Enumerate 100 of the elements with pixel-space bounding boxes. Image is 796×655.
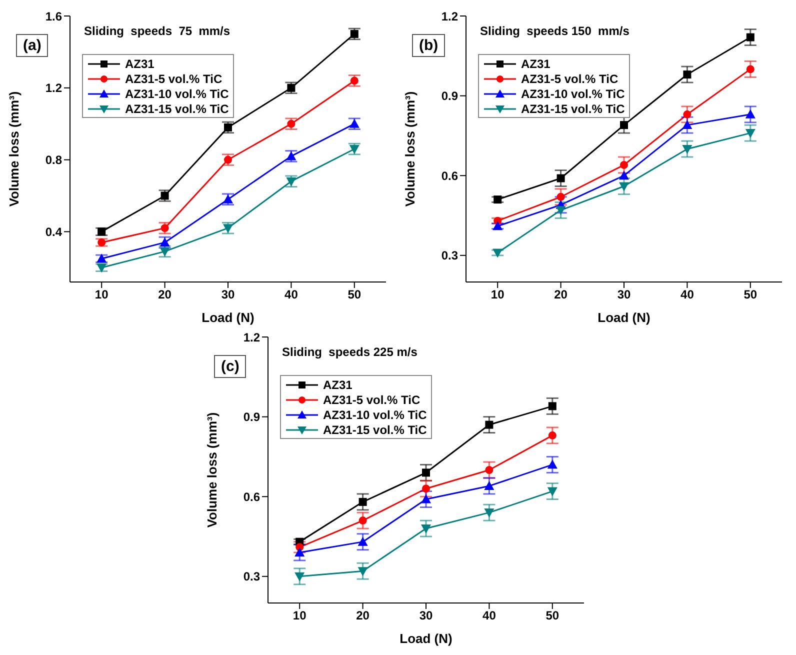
legend-label: AZ31-10 vol.% TiC [323, 408, 427, 422]
point [556, 206, 566, 216]
text: Sliding speeds 75 mm/s [84, 24, 230, 38]
point [494, 196, 502, 204]
y-tick-label: 1.2 [441, 9, 458, 24]
y-tick-label: 0.3 [243, 570, 260, 584]
x-tick-label: 20 [554, 288, 568, 302]
point [294, 572, 305, 582]
point [294, 547, 305, 556]
legend-label: AZ31-10 vol.% TiC [125, 86, 229, 100]
text: (c) [214, 355, 246, 378]
point [224, 123, 232, 132]
legend-label: AZ31-5 vol.% TiC [125, 72, 222, 86]
point [683, 110, 692, 118]
point [96, 264, 107, 273]
y-tick-label: 0.4 [45, 224, 62, 239]
point [619, 170, 629, 180]
point [223, 224, 233, 234]
legend-label: AZ31-5 vol.% TiC [521, 72, 618, 86]
point [160, 224, 169, 232]
point [746, 65, 754, 74]
point [350, 30, 358, 38]
point [422, 484, 430, 493]
x-tick-label: 50 [348, 288, 362, 302]
point [287, 120, 296, 128]
point [620, 160, 628, 169]
point [682, 120, 692, 130]
x-tick-label: 40 [284, 288, 298, 302]
y-tick-label: 0.9 [243, 410, 260, 424]
x-tick-label: 40 [482, 608, 496, 623]
legend-label: AZ31-15 vol.% TiC [125, 102, 229, 116]
legend-label: AZ31 [125, 56, 154, 70]
y-axis-title: Volume loss (mm³) [204, 412, 220, 528]
x-axis-title: Load (N) [598, 310, 650, 325]
point [548, 402, 556, 410]
y-tick-label: 0.9 [441, 89, 458, 104]
point [556, 174, 565, 182]
legend-label: AZ31-5 vol.% TiC [323, 392, 420, 406]
y-tick-label: 0.6 [243, 490, 260, 504]
point [485, 466, 494, 474]
legend-label: AZ31 [521, 56, 550, 70]
point [160, 237, 170, 246]
point [160, 192, 169, 200]
x-tick-label: 20 [356, 608, 370, 623]
y-tick-label: 1.2 [243, 330, 260, 344]
legend-label: AZ31-15 vol.% TiC [323, 422, 427, 436]
x-tick-label: 10 [292, 608, 307, 623]
text: (b) [412, 34, 446, 57]
point [224, 156, 232, 164]
y-axis-title: Volume loss (mm³) [6, 91, 22, 207]
legend-label: AZ31 [323, 378, 352, 392]
point [745, 129, 756, 138]
point [358, 516, 367, 525]
point [556, 192, 565, 201]
point [358, 567, 368, 576]
point [349, 145, 360, 154]
y-tick-label: 0.8 [45, 153, 62, 168]
point [492, 248, 503, 258]
point [484, 480, 494, 490]
point [98, 228, 106, 236]
point [683, 70, 692, 79]
x-tick-label: 30 [419, 608, 433, 623]
text: Sliding speeds 225 m/s [282, 345, 418, 359]
y-tick-label: 1.6 [45, 9, 62, 24]
x-tick-label: 10 [94, 288, 109, 302]
point [421, 524, 431, 534]
point [547, 460, 558, 469]
point [492, 221, 503, 230]
point [350, 76, 358, 85]
x-tick-label: 50 [546, 608, 560, 623]
point [422, 468, 430, 477]
x-tick-label: 30 [221, 288, 235, 302]
point [682, 145, 692, 154]
text: (a) [16, 34, 48, 57]
y-tick-label: 0.3 [441, 248, 458, 263]
legend-label: AZ31-10 vol.% TiC [521, 86, 625, 100]
point [485, 420, 494, 429]
point [547, 487, 558, 496]
x-tick-label: 50 [744, 288, 758, 302]
point [548, 431, 556, 440]
x-axis-title: Load (N) [400, 631, 452, 646]
point [745, 109, 756, 118]
point [746, 33, 754, 42]
text: Sliding speeds 150 mm/s [480, 24, 630, 38]
point [619, 182, 629, 192]
x-tick-label: 10 [490, 288, 505, 302]
x-axis-title: Load (N) [202, 310, 254, 325]
x-tick-label: 30 [617, 288, 631, 302]
point [96, 254, 107, 263]
point [287, 84, 296, 92]
x-tick-label: 40 [680, 288, 694, 302]
y-tick-label: 1.2 [45, 81, 62, 96]
x-tick-label: 20 [158, 288, 172, 302]
point [484, 508, 494, 518]
legend-label: AZ31-15 vol.% TiC [521, 102, 625, 116]
point [98, 238, 106, 246]
point [421, 494, 431, 504]
point [358, 536, 368, 546]
y-tick-label: 0.6 [441, 168, 458, 183]
point [620, 121, 628, 130]
